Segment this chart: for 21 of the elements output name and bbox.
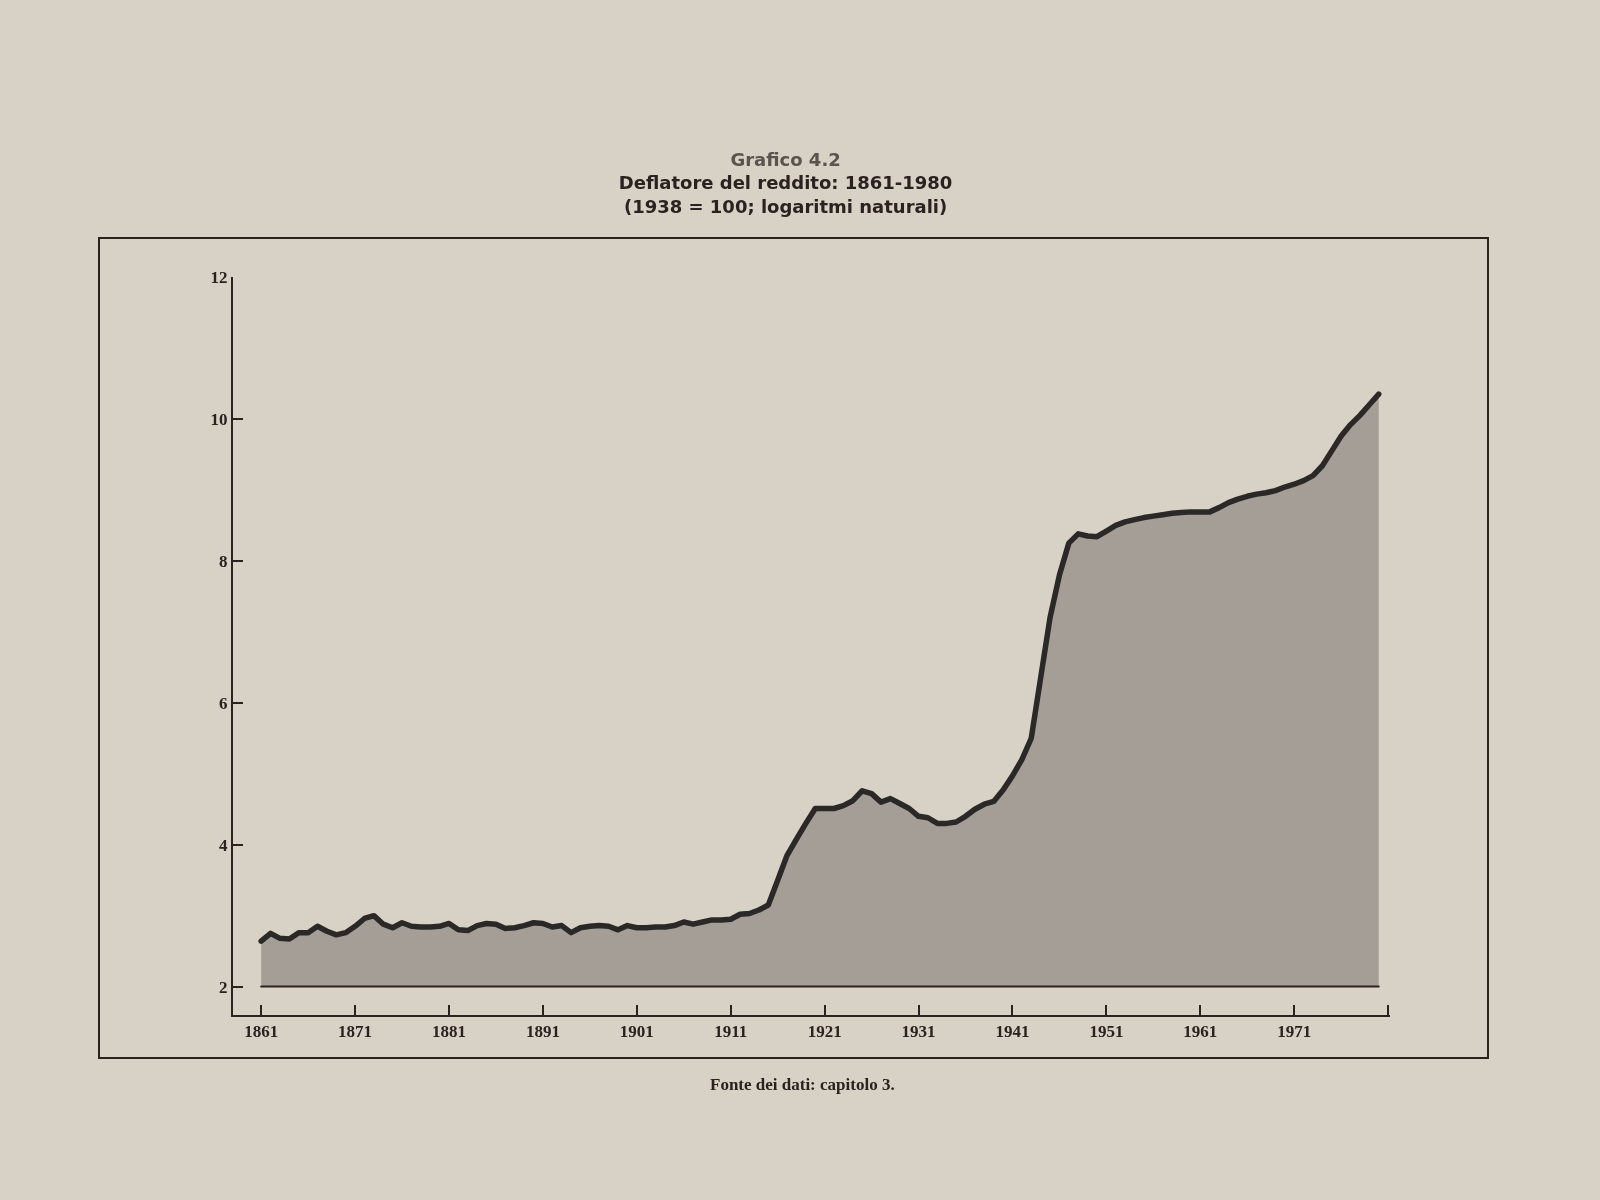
x-tick-label: 1861 bbox=[244, 1022, 279, 1042]
chart-title: Grafico 4.2 bbox=[730, 149, 841, 170]
x-tick-label: 1971 bbox=[1277, 1022, 1312, 1042]
x-tick-label: 1961 bbox=[1183, 1022, 1218, 1042]
x-tick-label: 1881 bbox=[432, 1022, 466, 1042]
y-tick-label: 10 bbox=[210, 409, 228, 429]
y-tick-label: 12 bbox=[210, 267, 228, 287]
y-tick-label: 6 bbox=[219, 693, 228, 713]
x-tick-label: 1941 bbox=[995, 1022, 1030, 1042]
x-tick-label: 1921 bbox=[807, 1022, 842, 1042]
x-tick-label: 1931 bbox=[901, 1022, 936, 1042]
x-tick-label: 1951 bbox=[1089, 1022, 1124, 1042]
y-tick-label: 4 bbox=[219, 835, 229, 855]
source-note: Fonte dei dati: capitolo 3. bbox=[710, 1075, 895, 1094]
x-tick-label: 1911 bbox=[714, 1022, 748, 1042]
chart-subtitle: Deflatore del reddito: 1861-1980 (1938 = 100; logaritmi naturali) bbox=[618, 172, 953, 217]
x-tick-label: 1891 bbox=[525, 1022, 560, 1042]
y-tick-label: 8 bbox=[219, 551, 228, 571]
x-tick-label: 1871 bbox=[338, 1022, 373, 1042]
x-tick-label: 1901 bbox=[619, 1022, 654, 1042]
y-tick-label: 2 bbox=[219, 977, 228, 997]
